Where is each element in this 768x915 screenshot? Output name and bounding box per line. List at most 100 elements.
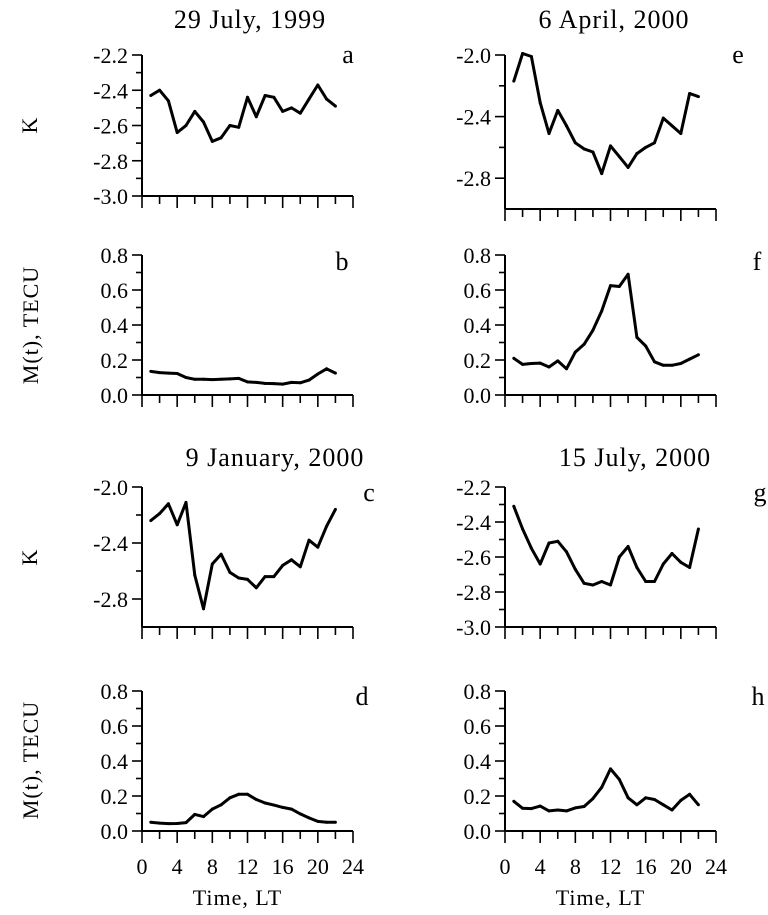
data-point xyxy=(670,552,674,555)
panel-label: b xyxy=(336,247,349,276)
data-point xyxy=(565,809,569,813)
data-point xyxy=(237,125,241,129)
panel-label: e xyxy=(732,40,744,69)
data-point xyxy=(210,807,214,811)
y-tick-label: 0.6 xyxy=(101,714,129,739)
data-point xyxy=(263,381,267,385)
data-point xyxy=(538,361,542,365)
data-point xyxy=(617,777,621,781)
chart-title: 9 January, 2000 xyxy=(186,443,365,472)
data-point xyxy=(193,109,197,113)
data-point xyxy=(228,796,232,800)
data-point xyxy=(202,120,206,124)
data-point xyxy=(609,284,612,288)
y-tick-label: 0.2 xyxy=(101,784,129,809)
data-point xyxy=(281,109,285,113)
data-point xyxy=(246,792,249,796)
y-tick-label: -2.0 xyxy=(456,43,491,68)
data-point xyxy=(547,541,551,545)
data-point xyxy=(635,566,639,569)
x-tick-label: 8 xyxy=(570,854,581,879)
data-point xyxy=(529,807,533,811)
data-point xyxy=(688,357,692,361)
data-point xyxy=(158,512,162,516)
data-point xyxy=(228,124,232,127)
y-tick-label: -2.4 xyxy=(456,510,491,535)
data-point xyxy=(202,815,206,819)
data-point xyxy=(281,563,285,567)
data-point xyxy=(158,821,162,825)
data-point xyxy=(210,139,214,143)
chart-title: 6 April, 2000 xyxy=(539,5,690,34)
data-point xyxy=(609,144,612,148)
data-point xyxy=(272,95,276,99)
data-point xyxy=(521,362,525,366)
x-tick-label: 16 xyxy=(272,854,294,879)
data-point xyxy=(521,806,525,810)
y-tick-label: 0.4 xyxy=(101,749,129,774)
data-point xyxy=(254,380,258,384)
series-line xyxy=(150,83,337,143)
y-tick-label: -2.8 xyxy=(93,149,128,174)
data-point xyxy=(263,801,267,805)
data-point xyxy=(679,362,683,365)
data-point xyxy=(617,555,621,559)
data-point xyxy=(166,371,170,375)
panel-g: -3.0 -2.8 -2.6 -2.4 -2.2 15 July, 2000 g xyxy=(456,443,766,640)
x-tick-label: 4 xyxy=(535,854,546,879)
y-tick-label: 0.4 xyxy=(464,749,492,774)
panel-label: g xyxy=(754,478,767,507)
data-point xyxy=(210,378,214,382)
data-point xyxy=(661,116,665,120)
y-tick-label: -3.0 xyxy=(93,184,128,209)
series-line xyxy=(512,505,700,587)
x-tick-label: 12 xyxy=(600,854,622,879)
data-point xyxy=(289,558,293,562)
x-tick-label: 4 xyxy=(172,854,183,879)
data-point xyxy=(617,155,621,159)
panel-label: a xyxy=(342,40,354,69)
x-tick-label: 24 xyxy=(705,854,727,879)
panel-e: -2.8 -2.4 -2.0 6 April, 2000 e xyxy=(456,5,744,221)
x-tick-label: 0 xyxy=(500,854,511,879)
data-point xyxy=(635,335,639,339)
data-point xyxy=(573,141,577,145)
data-point xyxy=(688,566,692,569)
y-tick-label: 0.0 xyxy=(464,819,492,844)
data-point xyxy=(298,812,302,816)
x-tick-label: 0 xyxy=(137,854,148,879)
data-point xyxy=(219,136,223,140)
x-tick-label: 24 xyxy=(342,854,364,879)
data-point xyxy=(644,344,648,348)
y-tick-label: -2.4 xyxy=(456,105,491,130)
data-point xyxy=(166,99,170,103)
data-point xyxy=(316,545,320,549)
panel-label: f xyxy=(753,247,762,276)
y-tick-label: 0.8 xyxy=(101,679,129,704)
data-point xyxy=(696,95,700,99)
data-point xyxy=(529,546,533,550)
data-point xyxy=(626,796,630,800)
data-point xyxy=(298,111,302,115)
data-point xyxy=(175,523,179,527)
data-point xyxy=(254,115,258,119)
data-point xyxy=(661,363,665,367)
data-point xyxy=(670,124,674,128)
data-point xyxy=(307,97,311,101)
data-point xyxy=(219,552,223,556)
series-line xyxy=(512,767,700,813)
data-point xyxy=(547,809,551,813)
panel-f: 0.0 0.2 0.4 0.6 0.8 f xyxy=(464,243,762,408)
data-point xyxy=(281,805,285,809)
data-point xyxy=(644,796,648,800)
y-axis-label: K xyxy=(17,117,42,134)
y-tick-label: -2.6 xyxy=(456,545,491,570)
data-point xyxy=(289,807,293,811)
data-point xyxy=(679,798,683,802)
data-point xyxy=(600,309,604,313)
y-tick-label: 0.0 xyxy=(464,383,492,408)
data-point xyxy=(512,356,516,360)
data-point xyxy=(166,502,170,506)
data-point xyxy=(307,378,311,382)
data-point xyxy=(512,799,516,803)
